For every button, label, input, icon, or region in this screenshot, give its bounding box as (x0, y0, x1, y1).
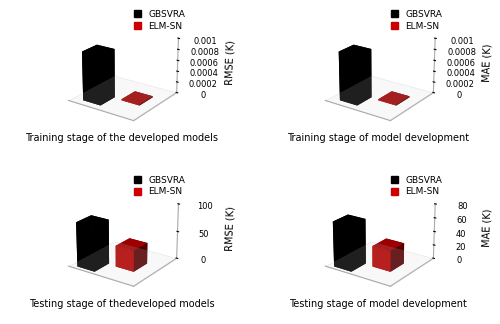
Title: Training stage of model development: Training stage of model development (288, 133, 470, 144)
Legend: GBSVRA, ELM-SN: GBSVRA, ELM-SN (389, 174, 444, 198)
Legend: GBSVRA, ELM-SN: GBSVRA, ELM-SN (132, 174, 187, 198)
Title: Testing stage of model development: Testing stage of model development (290, 299, 468, 309)
Legend: GBSVRA, ELM-SN: GBSVRA, ELM-SN (389, 8, 444, 32)
Title: Testing stage of thedeveloped models: Testing stage of thedeveloped models (29, 299, 214, 309)
Legend: GBSVRA, ELM-SN: GBSVRA, ELM-SN (132, 8, 187, 32)
Title: Training stage of the developed models: Training stage of the developed models (25, 133, 218, 144)
